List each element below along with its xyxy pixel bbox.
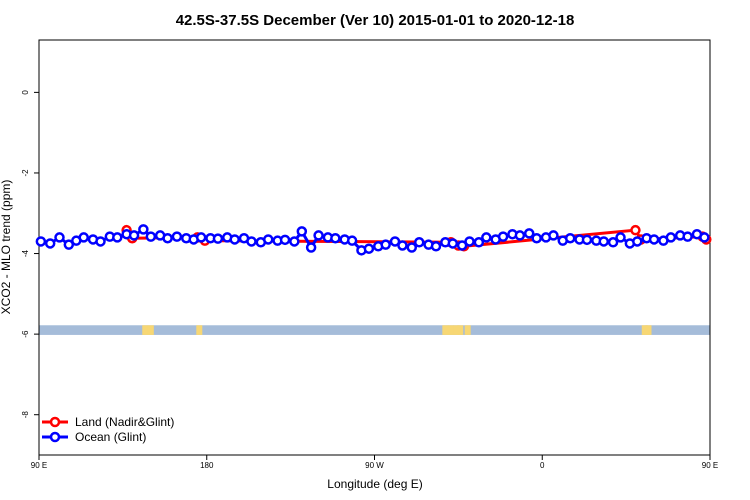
data-point	[481, 232, 492, 243]
legend-swatch-marker	[49, 431, 61, 443]
data-point	[279, 234, 291, 246]
series-1	[35, 224, 710, 256]
legend-label: Ocean (Glint)	[75, 430, 146, 444]
data-point	[648, 234, 660, 245]
ocean-band	[39, 325, 710, 335]
land-patch	[142, 325, 149, 335]
legend-label: Land (Nadir&Glint)	[75, 415, 174, 429]
data-point	[682, 231, 693, 242]
data-point	[447, 238, 459, 249]
land-patch	[147, 325, 154, 335]
data-point	[531, 232, 542, 244]
x-tick-label: 180	[200, 461, 214, 470]
data-point	[607, 237, 619, 248]
data-point	[497, 231, 509, 242]
data-point	[380, 239, 391, 250]
land-patch	[442, 325, 449, 335]
land-patch	[641, 325, 648, 335]
data-point	[246, 236, 257, 247]
data-point	[581, 234, 593, 246]
data-point	[514, 230, 526, 241]
data-point	[212, 233, 224, 244]
y-tick-label: -6	[21, 330, 30, 338]
data-point	[263, 234, 274, 245]
legend: Land (Nadir&Glint)Ocean (Glint)	[42, 415, 174, 444]
data-point	[35, 236, 47, 247]
x-tick-label: 90 E	[702, 461, 718, 470]
data-point	[78, 232, 89, 243]
data-point	[346, 235, 358, 246]
chart-title: 42.5S-37.5S December (Ver 10) 2015-01-01…	[176, 12, 575, 29]
data-point	[296, 226, 308, 237]
data-point	[229, 234, 240, 245]
data-point	[699, 232, 710, 243]
data-point	[397, 240, 408, 251]
land-patch	[645, 325, 652, 335]
data-point	[598, 236, 610, 247]
data-point	[473, 237, 485, 248]
data-point	[44, 238, 56, 249]
data-point	[615, 232, 626, 243]
data-point	[195, 232, 207, 243]
data-point	[632, 236, 643, 247]
data-point	[330, 232, 341, 244]
x-axis: 90 E 180 90 W 0 90 E	[31, 455, 718, 470]
data-point	[289, 236, 300, 247]
y-tick-label: -8	[21, 411, 30, 419]
data-point	[548, 230, 559, 241]
data-point	[112, 232, 123, 243]
y-tick-label: -4	[21, 249, 30, 257]
legend-swatch-marker	[49, 416, 61, 428]
y-axis-label: XCO2 - MLO trend (ppm)	[0, 180, 13, 315]
land-patch	[447, 325, 454, 335]
data-point	[128, 230, 140, 241]
data-point	[363, 243, 375, 254]
data-point	[171, 231, 183, 242]
data-point	[95, 236, 106, 247]
series-layer	[35, 224, 712, 256]
data-point	[464, 236, 475, 247]
data-point	[389, 236, 401, 247]
data-point	[162, 232, 173, 244]
data-point	[145, 231, 157, 242]
data-point	[430, 241, 442, 252]
data-point	[138, 224, 149, 235]
land-patch	[196, 325, 203, 335]
y-axis: 0 -2 -4 -6 -8	[21, 90, 39, 419]
land-patch	[457, 325, 464, 335]
data-point	[564, 232, 576, 244]
land-patch	[464, 325, 471, 335]
data-point	[313, 230, 324, 241]
data-point	[665, 232, 677, 243]
y-tick-label: 0	[21, 90, 30, 95]
data-point	[456, 240, 468, 251]
x-axis-label: Longitude (deg E)	[327, 477, 422, 491]
data-point	[630, 224, 641, 236]
x-tick-label: 0	[540, 461, 545, 470]
data-point	[523, 228, 535, 239]
y-tick-label: -2	[21, 169, 30, 177]
data-point	[406, 242, 418, 253]
data-point	[413, 237, 425, 248]
data-point	[54, 232, 65, 243]
land-patch	[453, 325, 460, 335]
data-point	[63, 239, 75, 250]
surface-band	[39, 325, 710, 335]
x-tick-label: 90 W	[365, 461, 384, 470]
data-point	[305, 242, 317, 253]
x-tick-label: 90 E	[31, 461, 47, 470]
